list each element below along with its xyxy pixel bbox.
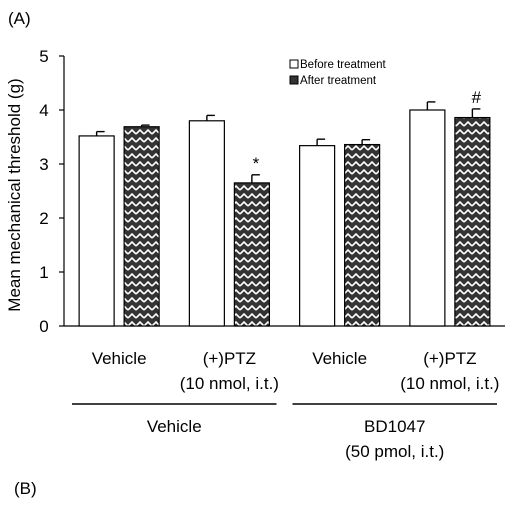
bar-after-2 — [344, 143, 381, 327]
y-tick-label: 4 — [39, 101, 48, 120]
group-label: BD1047 — [364, 417, 425, 436]
group-label: Vehicle — [147, 417, 202, 436]
legend-entry: Before treatment — [300, 59, 386, 71]
x-axis-labels: Vehicle (+)PTZ (10 nmol, i.t.) Vehicle (+)PT… — [92, 349, 500, 393]
x-tick-label: (+)PTZ — [423, 349, 476, 368]
x-tick-label: (+)PTZ — [203, 349, 256, 368]
group-labels: Vehicle BD1047 (50 pmol, i.t.) — [72, 403, 497, 461]
y-tick-label: 2 — [39, 209, 48, 228]
y-tick-label: 0 — [39, 317, 48, 336]
panel-label-a: (A) — [8, 9, 31, 28]
legend-swatch — [289, 59, 299, 69]
panel-label-b: (B) — [14, 479, 37, 498]
y-tick-label: 5 — [39, 47, 48, 66]
significance-mark: # — [472, 88, 482, 107]
annotations: *# — [253, 88, 482, 173]
legend-entry: After treatment — [300, 75, 377, 87]
legend-swatch — [289, 75, 299, 85]
y-axis-label: Mean mechanical threshold (g) — [5, 78, 24, 311]
bar-before-2 — [299, 145, 336, 327]
bars — [78, 101, 491, 327]
group-label-sub: (50 pmol, i.t.) — [345, 442, 444, 461]
bar-after-0 — [123, 126, 160, 327]
x-tick-label: Vehicle — [312, 349, 367, 368]
x-tick-label: Vehicle — [92, 349, 147, 368]
bar-after-1 — [233, 182, 270, 327]
bar-before-0 — [78, 135, 115, 327]
bar-after-3 — [454, 116, 491, 327]
bar-before-1 — [188, 120, 225, 327]
legend: Before treatment After treatment — [289, 59, 386, 87]
bar-before-3 — [409, 109, 446, 327]
y-tick-label: 3 — [39, 155, 48, 174]
x-tick-label-sub: (10 nmol, i.t.) — [180, 374, 279, 393]
significance-mark: * — [253, 154, 260, 173]
y-tick-label: 1 — [39, 263, 48, 282]
x-tick-label-sub: (10 nmol, i.t.) — [400, 374, 499, 393]
